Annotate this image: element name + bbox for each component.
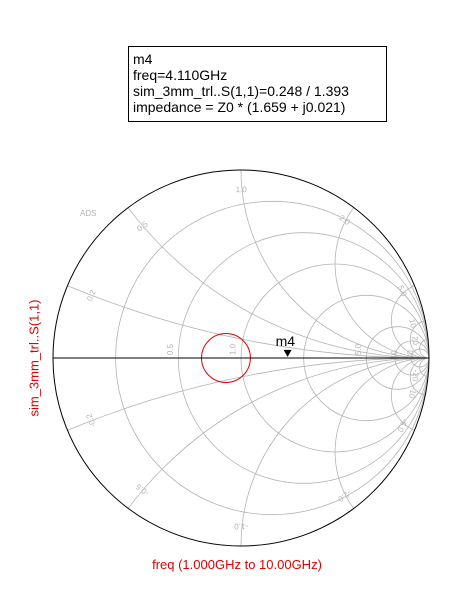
tick-label: 0.2	[85, 288, 98, 302]
x-axis-label: freq (1.000GHz to 10.00GHz)	[152, 557, 322, 572]
tick-label: -5.0	[395, 417, 409, 434]
marker-label: m4	[276, 333, 296, 349]
tick-label: 10	[390, 350, 399, 359]
tick-label: 0.5	[166, 343, 175, 355]
tick-label: -10	[407, 386, 418, 400]
reactance-arc	[334, 170, 429, 359]
reactance-arc	[419, 357, 429, 378]
tick-label: 5.0	[396, 284, 409, 298]
y-axis-label: sim_3mm_trl..S(1,1)	[26, 299, 42, 417]
reactance-arc	[240, 170, 429, 359]
tick-label: 1.0	[236, 185, 248, 194]
marker-readout-box: m4 freq=4.110GHz sim_3mm_trl..S(1,1)=0.2…	[128, 46, 387, 122]
tick-label: 5.0	[354, 343, 363, 355]
reactance-arc	[334, 357, 429, 546]
ads-watermark: ADS	[80, 209, 96, 218]
tick-label: 2.0	[337, 213, 352, 227]
reactance-arc	[409, 320, 429, 359]
tick-label: 20	[406, 350, 415, 359]
reactance-arc	[409, 357, 429, 396]
marker-impedance: impedance = Z0 * (1.659 + j0.021)	[133, 99, 346, 115]
marker-name: m4	[133, 51, 153, 67]
reactance-arc	[53, 170, 429, 359]
marker-triangle	[283, 349, 292, 357]
marker-s11-value: sim_3mm_trl..S(1,1)=0.248 / 1.393	[133, 83, 349, 99]
reactance-arc	[419, 338, 429, 359]
tick-label: -2.0	[336, 488, 353, 504]
tick-label: 10	[407, 318, 418, 329]
tick-label: 20	[410, 336, 420, 346]
tick-label: -20	[410, 369, 420, 382]
marker-m4: m4	[276, 333, 296, 357]
tick-label: 1.0	[229, 343, 238, 355]
tick-label: -1.0	[234, 522, 248, 531]
marker-freq: freq=4.110GHz	[133, 67, 228, 83]
tick-label: -0.2	[84, 412, 98, 429]
